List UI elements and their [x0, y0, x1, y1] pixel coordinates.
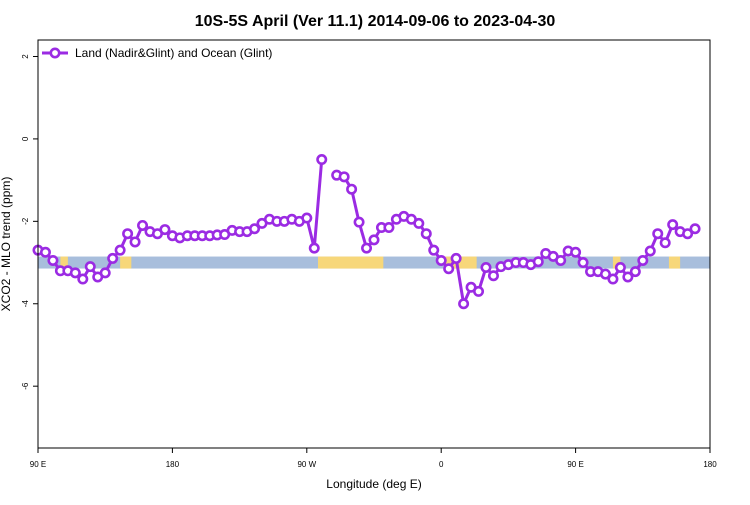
data-point	[428, 244, 440, 256]
data-point	[361, 242, 373, 254]
data-point	[614, 261, 626, 273]
data-point	[77, 273, 89, 285]
data-point	[383, 222, 395, 234]
data-point	[368, 234, 380, 246]
data-point	[629, 266, 641, 278]
data-point	[487, 270, 499, 282]
legend-entry-label: Land (Nadir&Glint) and Ocean (Glint)	[75, 46, 272, 60]
data-point	[607, 273, 619, 285]
data-point	[99, 267, 111, 279]
x-tick-label: 180	[166, 460, 180, 469]
land-band-segment	[120, 256, 132, 269]
x-axis: 90 E 180 90 W 0 90 E 180	[30, 448, 717, 469]
x-tick-label: 90 E	[567, 460, 583, 469]
data-point	[47, 254, 59, 266]
y-tick-label: -4	[21, 300, 30, 308]
data-point	[346, 183, 358, 195]
data-point	[570, 246, 582, 258]
y-axis: 2 0 -2 -4 -6	[21, 54, 38, 390]
data-point	[622, 271, 634, 283]
data-point	[480, 261, 492, 273]
data-point	[129, 236, 141, 248]
data-point	[301, 212, 313, 224]
data-point	[555, 254, 567, 266]
x-tick-label: 0	[439, 460, 444, 469]
legend-marker-swatch	[49, 47, 61, 59]
data-point	[122, 228, 134, 240]
x-tick-label: 90 E	[30, 460, 46, 469]
data-point	[114, 244, 126, 256]
data-point	[532, 256, 544, 268]
data-point	[338, 171, 350, 183]
y-tick-label: 0	[21, 136, 30, 141]
data-point	[353, 216, 365, 228]
data-point	[599, 268, 611, 280]
data-point	[137, 219, 149, 231]
land-band-segment	[668, 256, 681, 269]
data-point	[682, 228, 694, 240]
data-point	[637, 254, 649, 266]
land-band-segment	[318, 256, 384, 269]
plot-frame	[37, 39, 711, 449]
land-band-segment	[612, 256, 621, 269]
data-point	[689, 223, 701, 235]
land-band-segment	[60, 256, 68, 269]
data-point	[458, 298, 470, 310]
data-point	[420, 228, 432, 240]
y-tick-label: -6	[21, 382, 30, 390]
x-tick-label: 180	[703, 460, 717, 469]
legend: Land (Nadir&Glint) and Ocean (Glint)	[42, 46, 272, 60]
x-axis-label: Longitude (deg E)	[326, 477, 421, 491]
data-point	[316, 154, 328, 166]
series-line	[336, 173, 696, 306]
x-tick-label: 90 W	[297, 460, 316, 469]
data-point	[107, 252, 119, 264]
surface-band	[38, 256, 710, 269]
data-point	[473, 285, 485, 297]
chart-title: 10S-5S April (Ver 11.1) 2014-09-06 to 20…	[195, 13, 556, 30]
data-point	[84, 261, 96, 273]
data-point	[159, 224, 171, 236]
data-point	[450, 252, 462, 264]
y-tick-label: -2	[21, 217, 30, 225]
y-tick-label: 2	[21, 54, 30, 59]
data-point	[308, 242, 320, 254]
data-point	[667, 219, 679, 231]
data-point	[435, 254, 447, 266]
data-point	[69, 267, 81, 279]
data-point	[39, 246, 51, 258]
data-point	[659, 237, 671, 249]
y-axis-label: XCO2 - MLO trend (ppm)	[0, 177, 13, 312]
series-layer	[32, 154, 701, 310]
data-point	[577, 257, 589, 269]
data-point	[249, 223, 261, 235]
data-point	[413, 217, 425, 229]
data-point	[652, 228, 664, 240]
data-point	[443, 263, 455, 275]
data-point	[644, 245, 656, 257]
